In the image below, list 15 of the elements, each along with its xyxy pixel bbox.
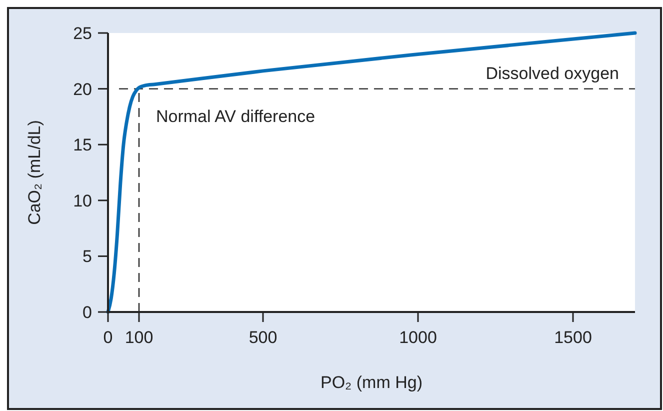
y-axis-title: CaO₂ (mL/dL) (25, 120, 44, 225)
annotation: Dissolved oxygen (486, 64, 619, 83)
x-tick-label: 0 (103, 328, 113, 347)
y-tick-label: 20 (73, 80, 92, 99)
y-tick-label: 0 (82, 302, 92, 322)
y-tick-label: 15 (73, 136, 92, 155)
x-tick-label: 1500 (554, 328, 592, 347)
x-axis-title: PO₂ (mm Hg) (320, 373, 422, 392)
annotation: Normal AV difference (156, 106, 316, 126)
y-tick-label: 10 (73, 191, 92, 210)
y-tick-label: 5 (82, 247, 92, 266)
x-tick-label: 100 (124, 328, 154, 347)
y-tick-label: 25 (73, 24, 92, 43)
x-tick-label: 1000 (399, 328, 437, 347)
x-tick-label: 500 (248, 328, 278, 347)
